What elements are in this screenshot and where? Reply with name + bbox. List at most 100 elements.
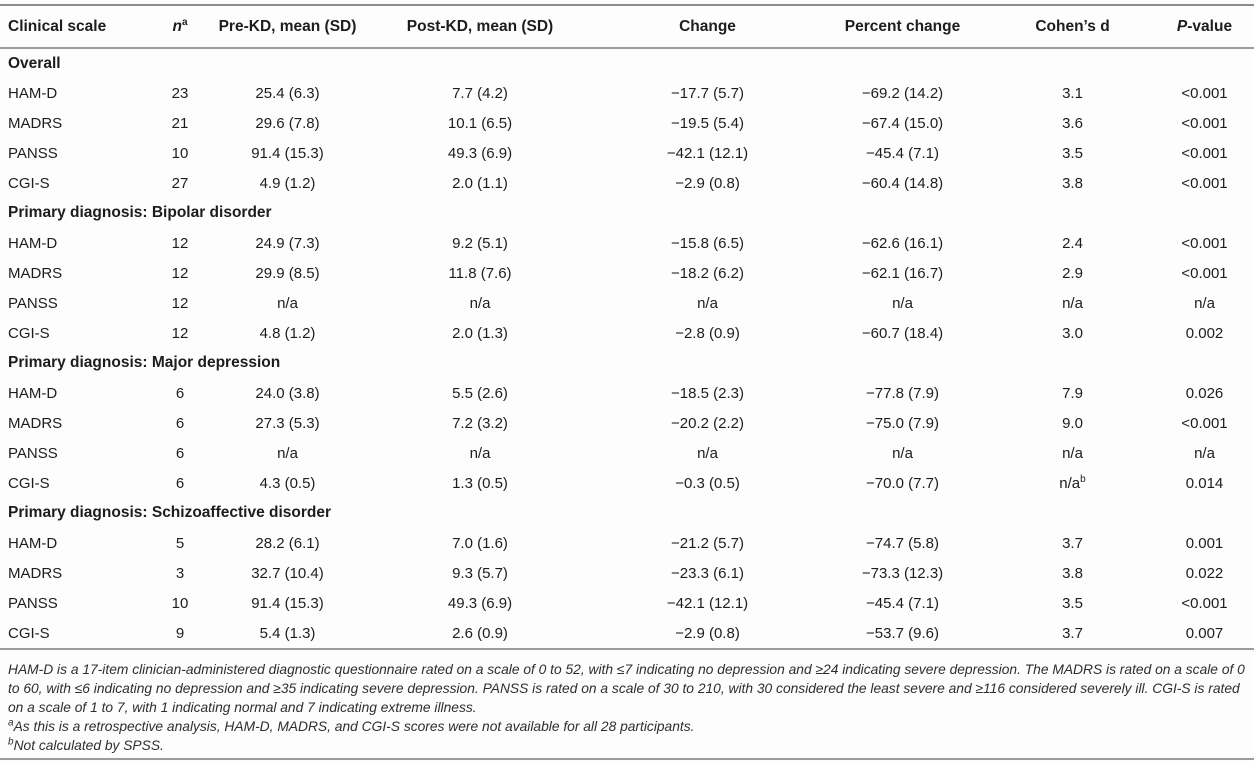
cell-clinical-scale: HAM-D bbox=[8, 234, 58, 252]
table-row: HAM-D 23 25.4 (6.3) 7.7 (4.2) −17.7 (5.7) −69… bbox=[0, 78, 1254, 108]
cell-n: 12 bbox=[171, 234, 189, 252]
table-row: PANSS 12 n/a n/a n/a n/a n/a n/a bbox=[0, 288, 1254, 318]
cell-change: −15.8 (6.5) bbox=[671, 234, 744, 252]
cell-change: −18.5 (2.3) bbox=[671, 384, 744, 402]
cell-post-kd: 2.0 (1.1) bbox=[452, 174, 508, 192]
section-header-row: Overall bbox=[0, 48, 1254, 78]
column-header-pre-kd: Pre-KD, mean (SD) bbox=[215, 5, 360, 49]
cell-pre-kd: 4.3 (0.5) bbox=[259, 474, 316, 492]
cell-post-kd: 7.7 (4.2) bbox=[452, 84, 508, 102]
table-row: PANSS 10 91.4 (15.3) 49.3 (6.9) −42.1 (12.1)… bbox=[0, 138, 1254, 168]
cell-n: 6 bbox=[175, 414, 185, 432]
cell-change: −42.1 (12.1) bbox=[666, 594, 749, 612]
table-row: PANSS 6 n/a n/a n/a n/a n/a n/a bbox=[0, 438, 1254, 468]
cell-clinical-scale: CGI-S bbox=[8, 324, 50, 342]
cell-n: 9 bbox=[175, 624, 185, 642]
cell-clinical-scale: MADRS bbox=[8, 564, 63, 582]
cell-post-kd: 11.8 (7.6) bbox=[448, 264, 512, 282]
cell-change: −2.9 (0.8) bbox=[675, 174, 740, 192]
cell-post-kd: 7.0 (1.6) bbox=[452, 534, 508, 552]
cell-clinical-scale: HAM-D bbox=[8, 534, 58, 552]
cell-p-value: <0.001 bbox=[1181, 594, 1228, 612]
footnote-a-marker: a bbox=[8, 717, 14, 729]
table-row: MADRS 6 27.3 (5.3) 7.2 (3.2) −20.2 (2.2) −75.… bbox=[0, 408, 1254, 438]
cell-change: n/a bbox=[697, 294, 718, 312]
cell-clinical-scale: PANSS bbox=[8, 594, 58, 612]
cell-p-value: <0.001 bbox=[1181, 114, 1228, 132]
section-header-row: Primary diagnosis: Schizoaffective disor… bbox=[0, 498, 1254, 528]
cell-pre-kd: n/a bbox=[277, 294, 298, 312]
cell-change: −42.1 (12.1) bbox=[666, 144, 749, 162]
cell-change: n/a bbox=[697, 444, 718, 462]
cell-pre-kd: 4.9 (1.2) bbox=[259, 174, 316, 192]
column-header-change: Change bbox=[600, 5, 815, 49]
cell-change: −2.9 (0.8) bbox=[675, 624, 740, 642]
cell-n: 3 bbox=[175, 564, 185, 582]
cell-cohens-d: 3.7 bbox=[1062, 534, 1083, 552]
cell-post-kd: n/a bbox=[469, 294, 491, 312]
cell-pre-kd: 24.9 (7.3) bbox=[255, 234, 320, 252]
table-row: MADRS 21 29.6 (7.8) 10.1 (6.5) −19.5 (5.4) −6… bbox=[0, 108, 1254, 138]
column-header-n: na bbox=[145, 5, 215, 49]
section-header-label: Primary diagnosis: Schizoaffective disor… bbox=[8, 504, 332, 521]
cell-cohens-d: 7.9 bbox=[1062, 384, 1083, 402]
footnote-a: aAs this is a retrospective analysis, HA… bbox=[8, 717, 1246, 736]
cell-clinical-scale: CGI-S bbox=[8, 174, 50, 192]
table-row: CGI-S 27 4.9 (1.2) 2.0 (1.1) −2.9 (0.8) −60.4… bbox=[0, 168, 1254, 198]
cell-pre-kd: 91.4 (15.3) bbox=[251, 144, 324, 162]
cell-change: −19.5 (5.4) bbox=[671, 114, 744, 132]
cell-percent-change: −70.0 (7.7) bbox=[866, 474, 939, 492]
column-header-clinical-scale: Clinical scale bbox=[0, 5, 145, 49]
cell-pre-kd: 25.4 (6.3) bbox=[255, 84, 320, 102]
cell-change: −23.3 (6.1) bbox=[671, 564, 744, 582]
cell-cohens-d: 3.8 bbox=[1062, 564, 1083, 582]
cell-p-value: 0.001 bbox=[1185, 534, 1224, 552]
table-row: PANSS 10 91.4 (15.3) 49.3 (6.9) −42.1 (12.1)… bbox=[0, 588, 1254, 618]
cell-n: 6 bbox=[175, 474, 185, 492]
cell-clinical-scale: MADRS bbox=[8, 114, 63, 132]
cell-clinical-scale: MADRS bbox=[8, 264, 63, 282]
cell-pre-kd: 29.9 (8.5) bbox=[255, 264, 320, 282]
cell-change: −17.7 (5.7) bbox=[671, 84, 744, 102]
column-header-percent-change: Percent change bbox=[815, 5, 990, 49]
cell-p-value: 0.002 bbox=[1185, 324, 1224, 342]
cell-pre-kd: 4.8 (1.2) bbox=[259, 324, 316, 342]
table-row: CGI-S 9 5.4 (1.3) 2.6 (0.9) −2.9 (0.8) −53.7 … bbox=[0, 618, 1254, 648]
cell-cohens-d: 3.5 bbox=[1062, 594, 1083, 612]
cell-clinical-scale: HAM-D bbox=[8, 384, 58, 402]
cell-p-value: <0.001 bbox=[1181, 414, 1228, 432]
cell-cohens-d: n/a bbox=[1062, 294, 1083, 312]
table-body: Overall HAM-D 23 25.4 (6.3) 7.7 (4.2) −17.7 (… bbox=[0, 48, 1254, 648]
cell-post-kd: 5.5 (2.6) bbox=[452, 384, 508, 402]
cell-post-kd: 7.2 (3.2) bbox=[452, 414, 508, 432]
cell-percent-change: −45.4 (7.1) bbox=[866, 144, 939, 162]
cell-post-kd: 2.0 (1.3) bbox=[452, 324, 508, 342]
cell-n: 10 bbox=[171, 594, 189, 612]
cell-percent-change: −53.7 (9.6) bbox=[866, 624, 939, 642]
cell-change: −0.3 (0.5) bbox=[675, 474, 740, 492]
cell-p-value: <0.001 bbox=[1181, 174, 1228, 192]
cell-post-kd: 1.3 (0.5) bbox=[452, 474, 508, 492]
cell-clinical-scale: MADRS bbox=[8, 414, 63, 432]
cell-pre-kd: 27.3 (5.3) bbox=[255, 414, 320, 432]
section-header-row: Primary diagnosis: Major depression bbox=[0, 348, 1254, 378]
cell-cohens-d: 9.0 bbox=[1062, 414, 1083, 432]
cell-clinical-scale: HAM-D bbox=[8, 84, 58, 102]
cell-change: −21.2 (5.7) bbox=[671, 534, 744, 552]
cell-cohens-d: 3.7 bbox=[1062, 624, 1083, 642]
table-row: MADRS 12 29.9 (8.5) 11.8 (7.6) −18.2 (6.2) −6… bbox=[0, 258, 1254, 288]
cell-change: −18.2 (6.2) bbox=[671, 264, 744, 282]
cell-cohens-d: n/a bbox=[1062, 444, 1083, 462]
cell-post-kd: 9.3 (5.7) bbox=[452, 564, 508, 582]
footnote-general: HAM-D is a 17-item clinician-administere… bbox=[8, 662, 1245, 715]
table-row: MADRS 3 32.7 (10.4) 9.3 (5.7) −23.3 (6.1) −73… bbox=[0, 558, 1254, 588]
cell-post-kd: n/a bbox=[469, 444, 491, 462]
cell-cohens-d: 3.8 bbox=[1062, 174, 1083, 192]
cell-pre-kd: 24.0 (3.8) bbox=[255, 384, 320, 402]
bottom-rule bbox=[0, 758, 1254, 760]
cell-pre-kd: n/a bbox=[277, 444, 298, 462]
footnote-a-text: As this is a retrospective analysis, HAM… bbox=[13, 719, 695, 734]
table-header-row: Clinical scale na Pre-KD, mean (SD) Post-KD… bbox=[0, 5, 1254, 49]
footnote-b-marker: b bbox=[8, 736, 14, 748]
cell-clinical-scale: PANSS bbox=[8, 444, 58, 462]
